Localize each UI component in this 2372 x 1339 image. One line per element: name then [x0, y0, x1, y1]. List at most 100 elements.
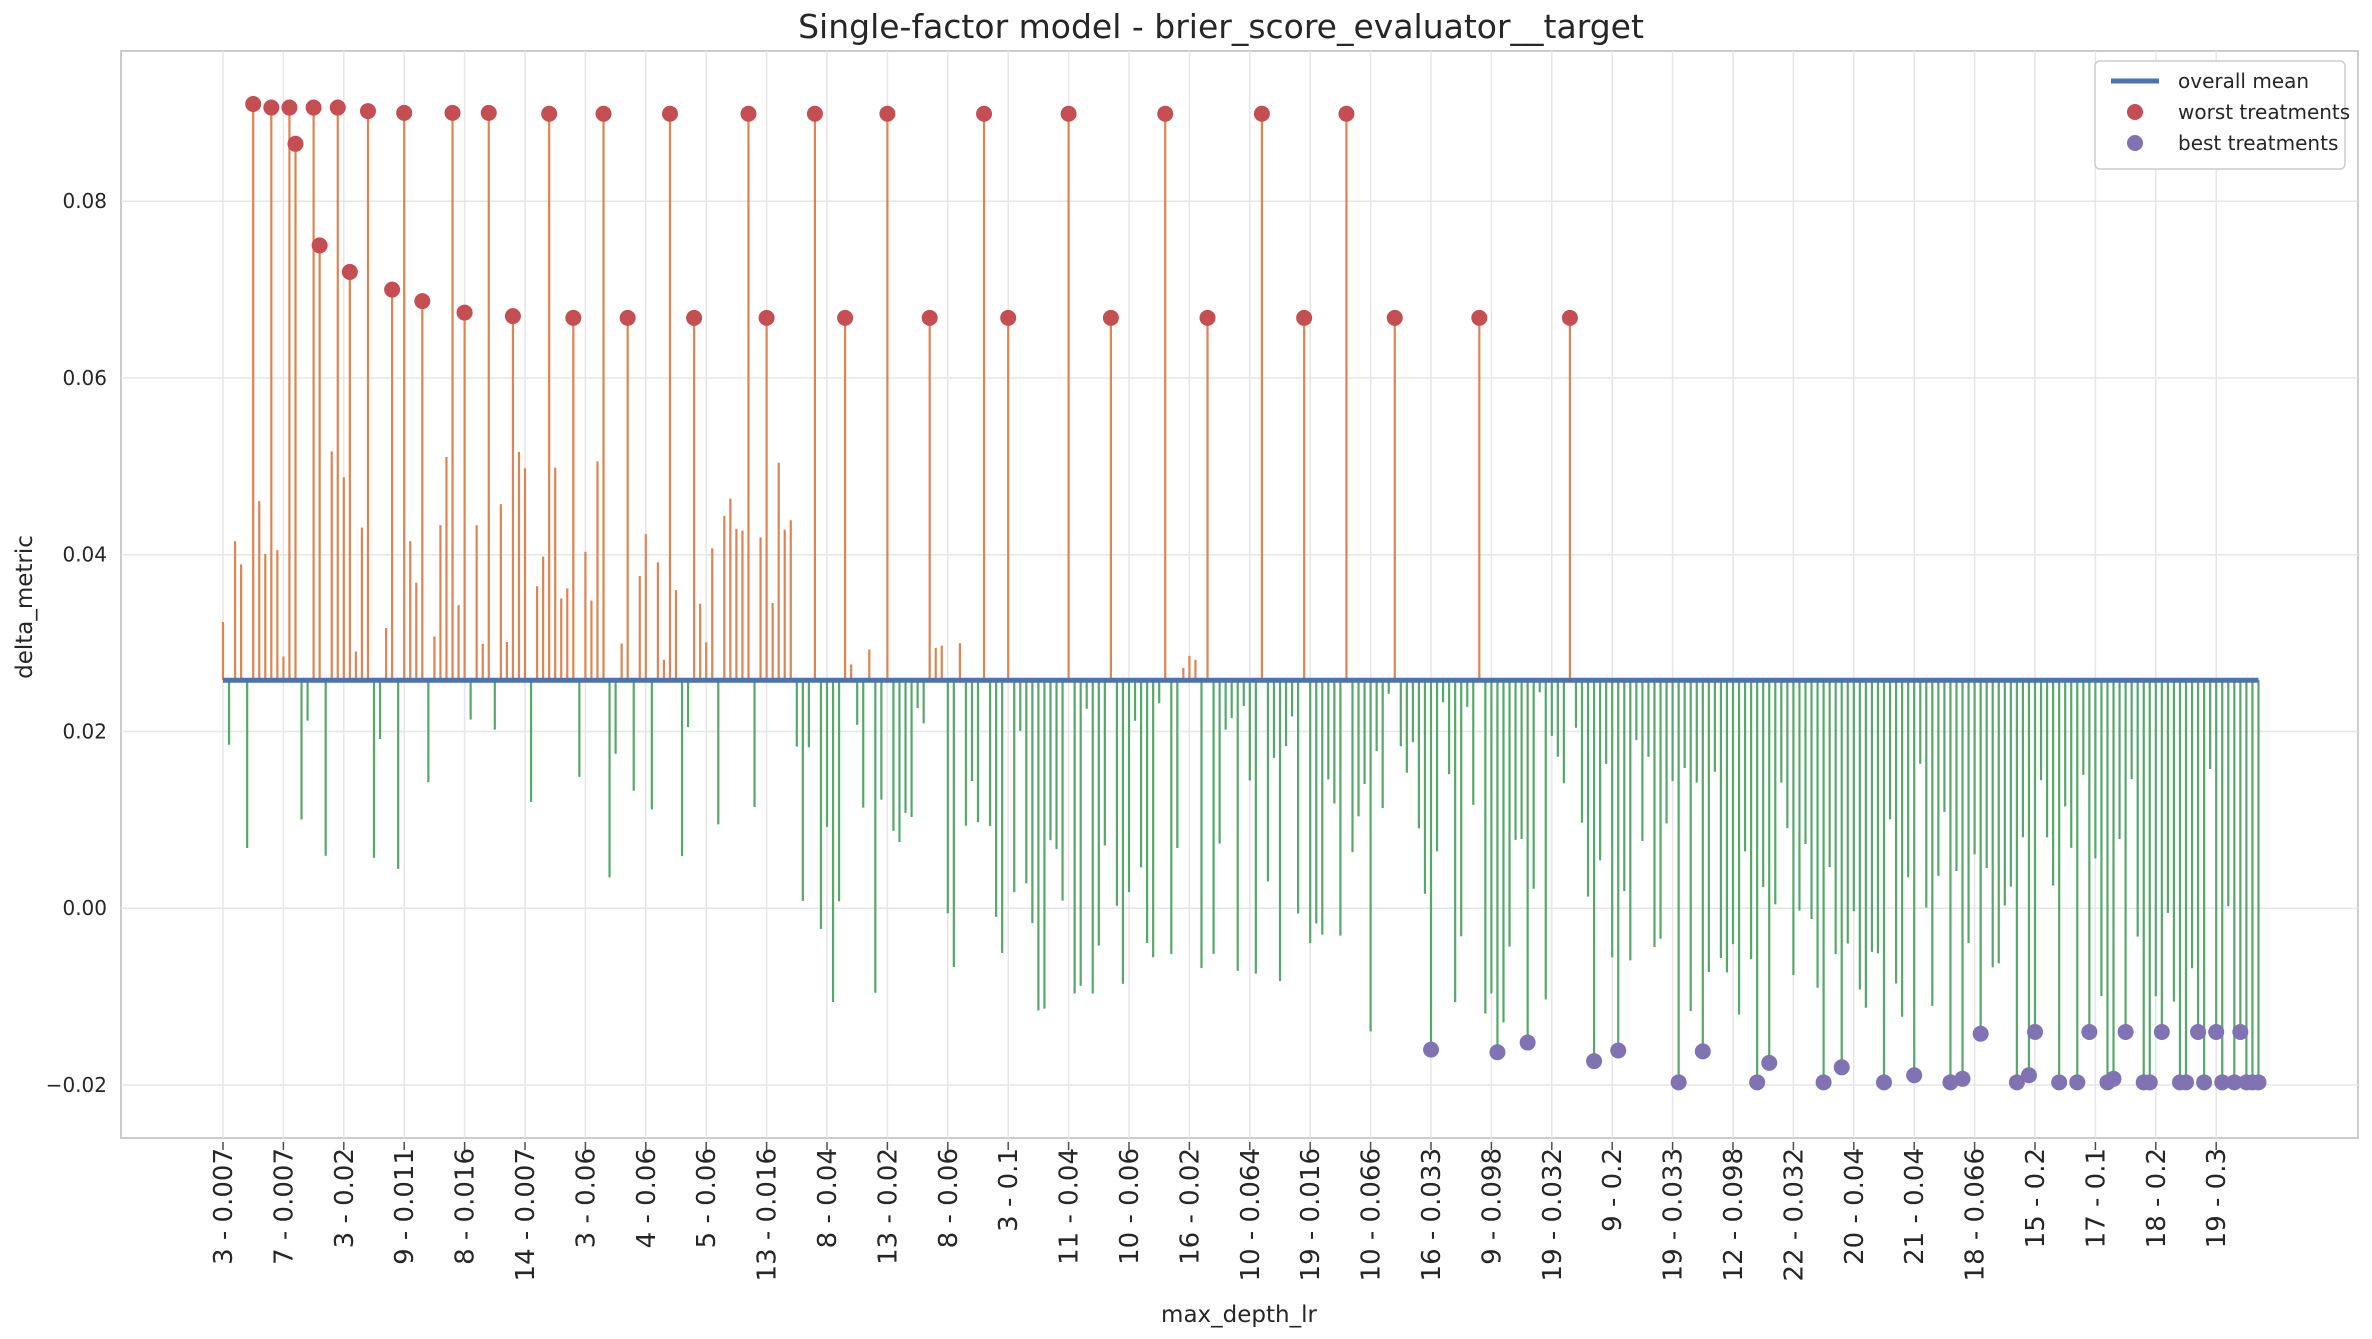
- best-treatment-point: [1489, 1044, 1506, 1061]
- x-tick-label: 20 - 0.04: [1840, 1148, 1870, 1265]
- x-tick-label: 19 - 0.016: [1296, 1148, 1326, 1281]
- worst-treatment-point: [1296, 309, 1313, 326]
- y-tick-label: 0.06: [62, 366, 107, 390]
- x-tick-label: 3 - 0.007: [209, 1148, 239, 1265]
- worst-treatment-point: [1471, 309, 1488, 326]
- worst-treatment-point: [661, 105, 678, 122]
- best-treatment-point: [2105, 1070, 2122, 1087]
- worst-treatment-point: [837, 309, 854, 326]
- stems-group: [221, 104, 2260, 1083]
- worst-treatment-point: [305, 99, 322, 116]
- worst-treatment-point: [976, 105, 993, 122]
- best-treatment-point: [1670, 1074, 1687, 1091]
- best-treatment-point: [2020, 1067, 2037, 1084]
- legend-label-mean: overall mean: [2178, 69, 2309, 93]
- worst-treatment-point: [384, 281, 401, 298]
- worst-treatment-point: [595, 105, 612, 122]
- worst-treatment-point: [1102, 309, 1119, 326]
- worst-treatment-point: [740, 105, 757, 122]
- best-treatment-point: [2117, 1023, 2134, 1040]
- chart-title: Single-factor model - brier_score_evalua…: [798, 7, 1644, 46]
- x-tick-labels: 3 - 0.007 7 - 0.007 3 - 0.02 9 - 0.011 8 - 0…: [209, 1142, 2232, 1281]
- y-tick-label: 0.08: [62, 189, 107, 213]
- best-treatment-point: [2069, 1074, 2086, 1091]
- x-tick-label: 19 - 0.033: [1659, 1148, 1689, 1281]
- best-treatment-point: [1610, 1042, 1627, 1059]
- x-tick-label: 9 - 0.011: [390, 1148, 420, 1265]
- worst-treatment-point: [1386, 309, 1403, 326]
- worst-treatment-point: [414, 293, 431, 310]
- best-treatment-point: [2141, 1074, 2158, 1091]
- x-tick-label: 22 - 0.032: [1779, 1148, 1809, 1281]
- legend-label-best: best treatments: [2178, 131, 2338, 155]
- x-tick-label: 12 - 0.098: [1719, 1148, 1749, 1281]
- x-tick-label: 8 - 0.04: [813, 1148, 843, 1248]
- best-treatment-point: [1519, 1034, 1536, 1051]
- worst-treatment-point: [758, 309, 775, 326]
- best-treatment-point: [2008, 1074, 2025, 1091]
- worst-treatment-point: [1338, 105, 1355, 122]
- y-tick-label: −0.02: [46, 1073, 107, 1097]
- best-treatment-point: [2190, 1023, 2207, 1040]
- best-treatment-point: [1749, 1074, 1766, 1091]
- best-treatment-point: [2153, 1023, 2170, 1040]
- worst-treatment-point: [806, 105, 823, 122]
- x-tick-label: 4 - 0.06: [632, 1148, 662, 1248]
- best-treatment-point: [2051, 1074, 2068, 1091]
- legend: overall mean worst treatments best treat…: [2094, 60, 2350, 170]
- worst-treatment-point: [1561, 309, 1578, 326]
- worst-treatment-point: [879, 105, 896, 122]
- best-treatment-point: [2027, 1023, 2043, 1040]
- x-tick-label: 18 - 0.066: [1961, 1148, 1991, 1281]
- worst-treatment-point: [1000, 309, 1017, 326]
- x-tick-label: 17 - 0.1: [2081, 1148, 2111, 1248]
- x-tick-label: 7 - 0.007: [269, 1148, 299, 1265]
- x-tick-label: 21 - 0.04: [1900, 1148, 1930, 1265]
- best-treatment-point: [2232, 1023, 2249, 1040]
- worst-treatment-point: [1157, 105, 1174, 122]
- x-tick-label: 3 - 0.06: [571, 1148, 601, 1248]
- worst-treatment-point: [1253, 105, 1270, 122]
- best-treatment-point: [2214, 1074, 2231, 1091]
- best-treatment-point: [2081, 1023, 2098, 1040]
- worst-treatment-point: [281, 99, 298, 116]
- worst-treatment-point: [504, 308, 521, 325]
- x-tick-label: 10 - 0.066: [1357, 1148, 1387, 1281]
- best-treatment-point: [2226, 1074, 2243, 1091]
- y-tick-label: 0.02: [62, 719, 107, 743]
- best-treatment-point: [1954, 1070, 1971, 1087]
- worst-treatment-point: [245, 96, 262, 113]
- x-tick-label: 10 - 0.064: [1236, 1148, 1266, 1281]
- worst-treatment-point: [480, 104, 497, 121]
- x-tick-label: 13 - 0.016: [753, 1148, 783, 1281]
- x-tick-label: 15 - 0.2: [2021, 1148, 2051, 1248]
- x-tick-label: 9 - 0.098: [1477, 1148, 1507, 1265]
- x-tick-label: 5 - 0.06: [692, 1148, 722, 1248]
- legend-best-swatch: [2127, 135, 2143, 151]
- best-treatment-point: [1906, 1067, 1923, 1084]
- worst-treatment-point: [541, 105, 558, 122]
- best-treatment-point: [1586, 1053, 1603, 1070]
- x-tick-label: 19 - 0.032: [1538, 1148, 1568, 1281]
- best-treatment-point: [1423, 1041, 1439, 1058]
- worst-treatment-point: [619, 309, 636, 326]
- points-group: [245, 96, 2267, 1091]
- x-tick-label: 13 - 0.02: [873, 1148, 903, 1265]
- worst-treatment-point: [311, 237, 328, 254]
- worst-treatment-point: [686, 309, 703, 326]
- x-tick-label: 3 - 0.1: [994, 1148, 1024, 1232]
- worst-treatment-point: [565, 309, 582, 326]
- x-tick-label: 8 - 0.016: [451, 1148, 481, 1265]
- worst-treatment-point: [263, 99, 280, 116]
- best-treatment-point: [2250, 1074, 2267, 1091]
- best-treatment-point: [2178, 1074, 2194, 1091]
- x-tick-label: 16 - 0.02: [1175, 1148, 1205, 1265]
- legend-box: [2094, 60, 2346, 170]
- best-treatment-point: [1833, 1059, 1850, 1076]
- best-treatment-point: [1694, 1043, 1711, 1060]
- worst-treatment-point: [341, 263, 358, 280]
- x-tick-label: 11 - 0.04: [1055, 1148, 1085, 1265]
- best-treatment-point: [1761, 1054, 1778, 1071]
- y-tick-label: 0.04: [62, 543, 107, 567]
